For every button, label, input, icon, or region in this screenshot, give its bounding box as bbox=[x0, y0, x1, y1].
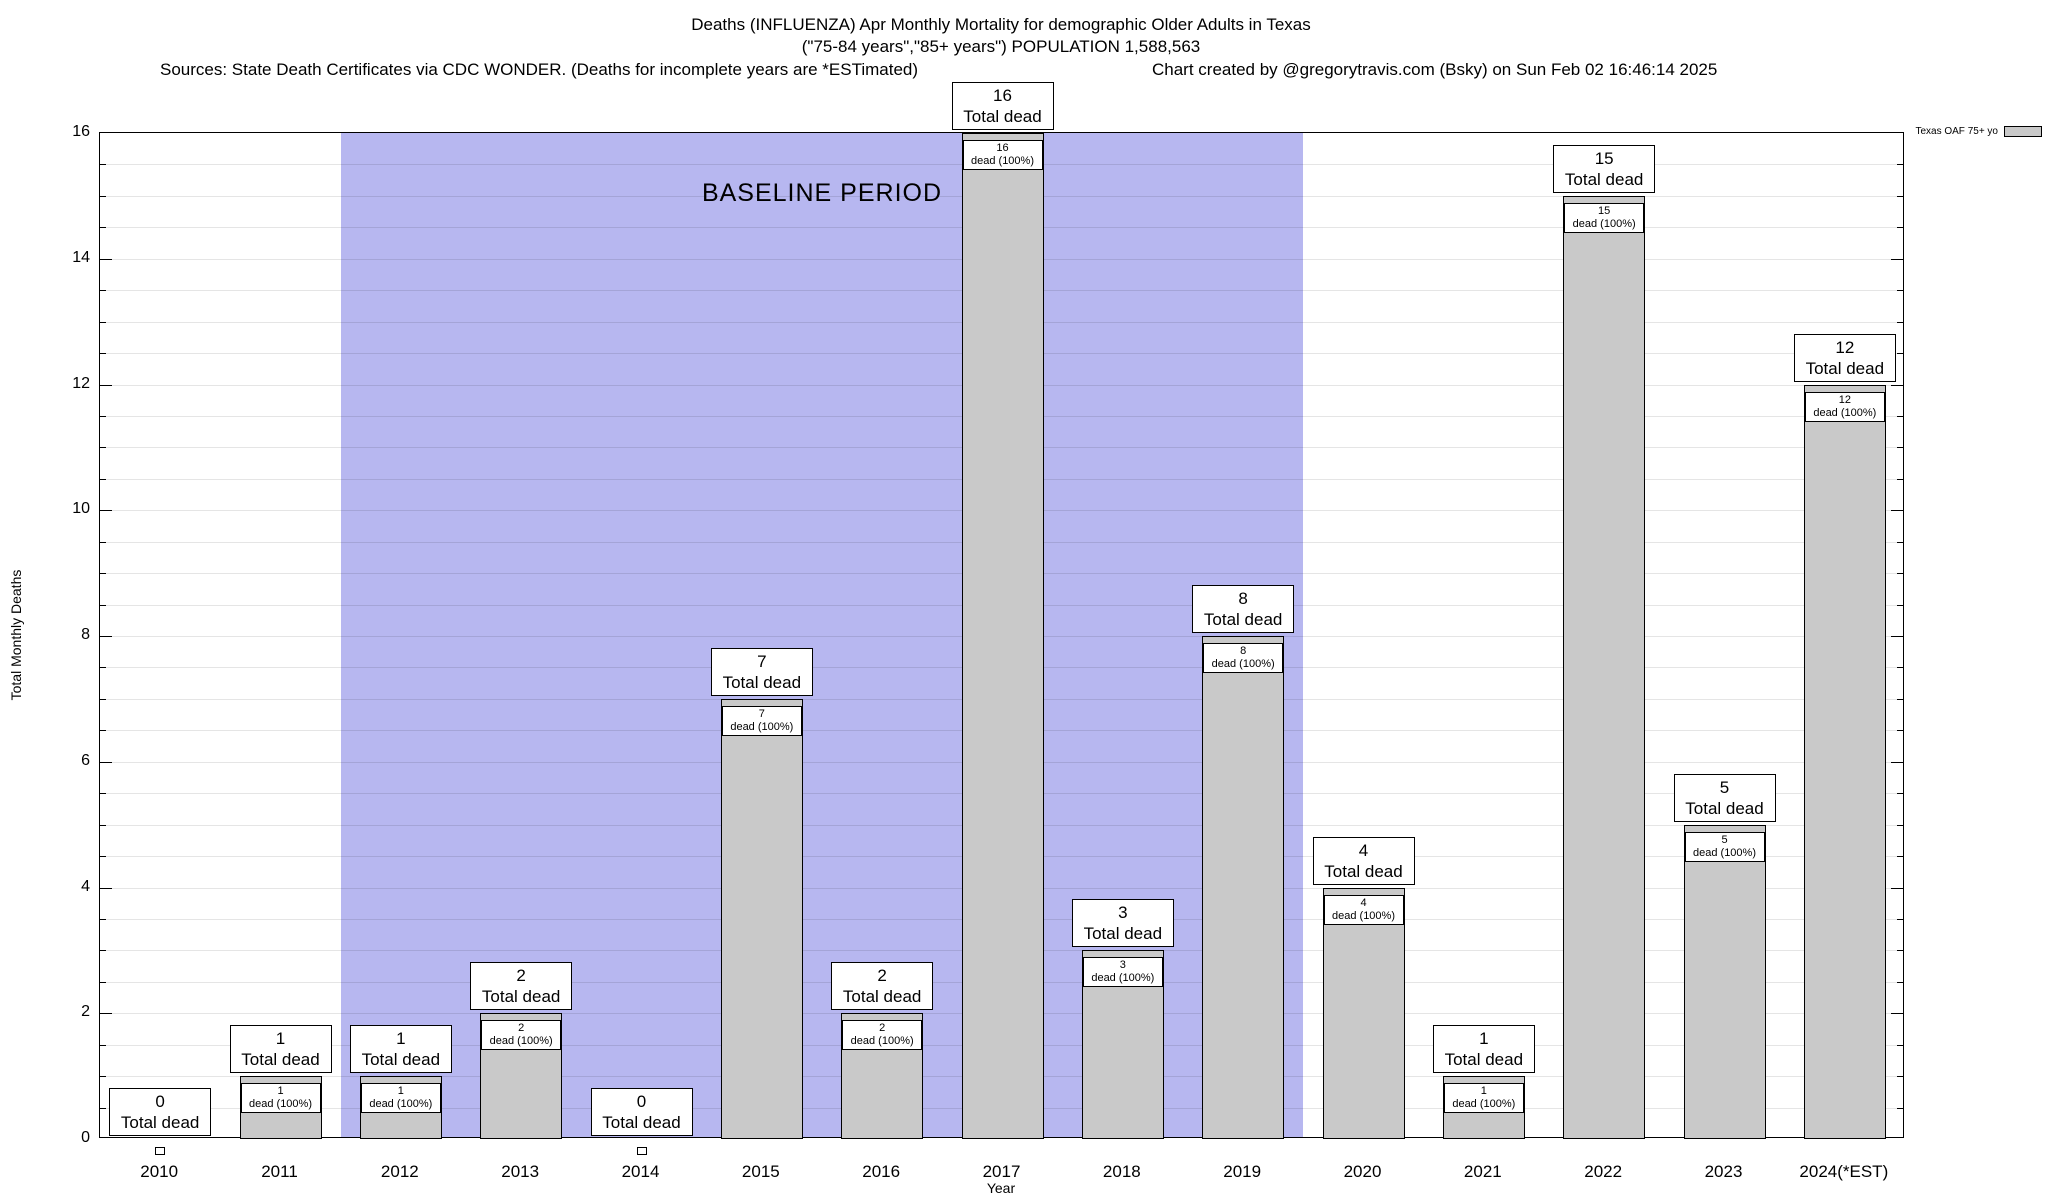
bar-inner-label-2017: 16 dead (100%) bbox=[962, 140, 1043, 170]
x-tick-label-2018: 2018 bbox=[1102, 1162, 1141, 1181]
bar-total-label-2018: 3 Total dead bbox=[1071, 899, 1174, 948]
zero-bar-marker-2014 bbox=[636, 1147, 647, 1155]
y-tick-label: 6 bbox=[81, 751, 90, 769]
y-axis-tick-labels: 0 2 4 6 8 10 12 14 16 bbox=[0, 0, 92, 1200]
bar-total-label-2010: 0 Total dead bbox=[109, 1088, 212, 1136]
bars: 0 Total dead 1 dead (100%) 1 Total dead 1 dead … bbox=[100, 82, 1903, 1155]
y-tick-label: 0 bbox=[81, 1129, 90, 1146]
bar-total-label-2012: 1 Total dead bbox=[349, 1025, 452, 1074]
y-tick-label: 8 bbox=[81, 626, 90, 643]
bar-2022 bbox=[1563, 195, 1646, 1139]
x-tick-label-2011: 2011 bbox=[261, 1162, 298, 1181]
sources-note: Sources: State Death Certificates via CD… bbox=[160, 60, 919, 79]
bar-inner-label-2022: 15 dead (100%) bbox=[1564, 202, 1645, 233]
x-tick-label-2019: 2019 bbox=[1223, 1162, 1262, 1181]
chart-title: Deaths (INFLUENZA) Apr Monthly Mortality… bbox=[691, 15, 1311, 34]
y-tick-label: 16 bbox=[72, 123, 90, 140]
x-tick-label-2010: 2010 bbox=[140, 1162, 179, 1181]
bar-total-label-2015: 7 Total dead bbox=[710, 647, 813, 696]
bar-inner-label-2016: 2 dead (100%) bbox=[842, 1020, 923, 1051]
bar-inner-label-2018: 3 dead (100%) bbox=[1082, 957, 1163, 988]
bar-2019 bbox=[1202, 636, 1285, 1139]
bar-2017 bbox=[961, 133, 1044, 1139]
bar-total-label-2022: 15 Total dead bbox=[1553, 144, 1656, 193]
x-tick-label-2016: 2016 bbox=[862, 1162, 901, 1181]
chart-header: Deaths (INFLUENZA) Apr Monthly Mortality… bbox=[0, 14, 2002, 58]
x-tick-label-2020: 2020 bbox=[1343, 1162, 1382, 1181]
bar-2015 bbox=[720, 698, 803, 1139]
bar-total-label-2024(*EST): 12 Total dead bbox=[1793, 333, 1896, 382]
y-tick-label: 2 bbox=[81, 1003, 90, 1021]
x-tick-label-2013: 2013 bbox=[501, 1162, 540, 1181]
baseline-period-label: BASELINE PERIOD bbox=[701, 179, 943, 207]
bar-inner-label-2019: 8 dead (100%) bbox=[1203, 643, 1284, 673]
bar-2020 bbox=[1322, 887, 1405, 1139]
bar-total-label-2016: 2 Total dead bbox=[831, 962, 934, 1011]
legend: Texas OAF 75+ yo bbox=[1915, 126, 2042, 137]
legend-label: Texas OAF 75+ yo bbox=[1915, 126, 1998, 137]
chart-subtitle: ("75-84 years","85+ years") POPULATION 1… bbox=[801, 37, 1201, 56]
bar-inner-label-2020: 4 dead (100%) bbox=[1323, 894, 1404, 925]
bar-total-label-2013: 2 Total dead bbox=[470, 962, 573, 1011]
bar-2023 bbox=[1683, 824, 1766, 1139]
x-tick-label-2023: 2023 bbox=[1704, 1162, 1743, 1181]
bar-total-label-2011: 1 Total dead bbox=[229, 1025, 332, 1074]
x-tick-label-2022: 2022 bbox=[1584, 1162, 1623, 1181]
bar-2024(*EST) bbox=[1803, 384, 1886, 1139]
bar-total-label-2014: 0 Total dead bbox=[590, 1088, 693, 1136]
x-tick-label-2015: 2015 bbox=[741, 1162, 780, 1181]
y-tick-label: 14 bbox=[72, 248, 90, 266]
bar-total-label-2019: 8 Total dead bbox=[1192, 585, 1295, 633]
bar-inner-label-2021: 1 dead (100%) bbox=[1443, 1083, 1524, 1114]
x-axis-labels: 2010 2011 2012 2013 2014 2015 2016 2017 2018 2019… bbox=[99, 1162, 1904, 1188]
zero-bar-marker-2010 bbox=[155, 1147, 166, 1155]
bar-inner-label-2015: 7 dead (100%) bbox=[721, 705, 802, 736]
y-tick-label: 4 bbox=[81, 877, 90, 895]
x-tick-label-2024(*EST): 2024(*EST) bbox=[1799, 1162, 1889, 1181]
x-axis-title: Year bbox=[986, 1180, 1016, 1196]
legend-swatch bbox=[2004, 126, 2042, 137]
x-tick-label-2012: 2012 bbox=[380, 1162, 419, 1181]
bar-total-label-2021: 1 Total dead bbox=[1432, 1025, 1535, 1074]
bar-inner-label-2012: 1 dead (100%) bbox=[360, 1083, 441, 1114]
plot-area: BASELINE PERIOD 0 Total dead 1 dead (100%) 1… bbox=[99, 82, 1904, 1155]
credit-note: Chart created by @gregorytravis.com (Bsk… bbox=[1152, 60, 1718, 79]
y-tick-label: 10 bbox=[72, 500, 90, 518]
bar-inner-label-2024(*EST): 12 dead (100%) bbox=[1804, 391, 1885, 422]
bar-inner-label-2011: 1 dead (100%) bbox=[240, 1083, 321, 1114]
bar-total-label-2020: 4 Total dead bbox=[1312, 836, 1415, 885]
bar-inner-label-2013: 2 dead (100%) bbox=[481, 1020, 562, 1051]
bar-inner-label-2023: 5 dead (100%) bbox=[1684, 831, 1765, 862]
x-tick-label-2017: 2017 bbox=[982, 1162, 1021, 1181]
bar-total-label-2023: 5 Total dead bbox=[1673, 773, 1776, 822]
x-tick-label-2021: 2021 bbox=[1463, 1162, 1502, 1181]
bar-total-label-2017: 16 Total dead bbox=[951, 82, 1054, 130]
x-tick-label-2014: 2014 bbox=[621, 1162, 660, 1181]
y-tick-label: 12 bbox=[72, 374, 90, 392]
